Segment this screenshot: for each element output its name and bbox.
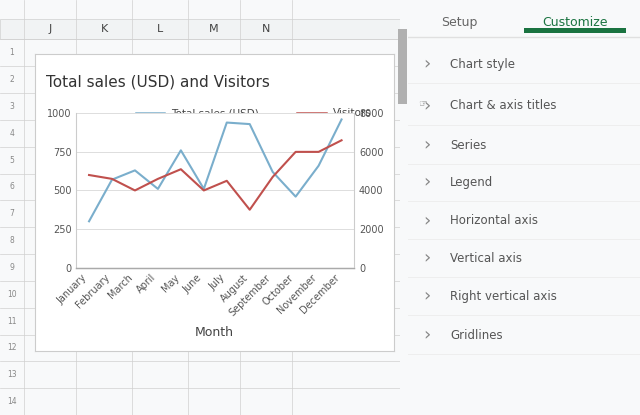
- Text: ›: ›: [423, 97, 431, 115]
- Total sales (USD): [131, 168, 139, 173]
- Text: 14: 14: [7, 397, 17, 406]
- Text: ›: ›: [423, 212, 431, 230]
- Text: ›: ›: [423, 173, 431, 192]
- Text: 9: 9: [10, 263, 15, 272]
- Text: K: K: [100, 24, 108, 34]
- Total sales (USD): [177, 148, 185, 153]
- Text: Gridlines: Gridlines: [450, 329, 502, 342]
- Text: 12: 12: [7, 344, 17, 352]
- Visitors: [154, 176, 162, 181]
- Text: Setup: Setup: [441, 16, 477, 29]
- Total sales (USD): [154, 186, 162, 191]
- Text: 8: 8: [10, 236, 14, 245]
- Text: Horizontal axis: Horizontal axis: [450, 214, 538, 227]
- Text: 4: 4: [10, 129, 15, 138]
- Bar: [398, 29, 407, 104]
- Text: Right vertical axis: Right vertical axis: [450, 290, 557, 303]
- Text: Chart style: Chart style: [450, 58, 515, 71]
- Text: N: N: [262, 24, 270, 34]
- Total sales (USD): [85, 219, 93, 224]
- Text: 6: 6: [10, 183, 15, 191]
- Text: Chart & axis titles: Chart & axis titles: [450, 99, 557, 112]
- Visitors: [269, 174, 276, 179]
- Visitors: [223, 178, 230, 183]
- Text: 1: 1: [10, 48, 14, 57]
- Text: 10: 10: [7, 290, 17, 299]
- Text: Month: Month: [195, 326, 234, 339]
- Text: ›: ›: [423, 55, 431, 73]
- Text: Customize: Customize: [542, 16, 608, 29]
- Total sales (USD): [269, 169, 276, 174]
- Total sales (USD): [223, 120, 230, 125]
- Visitors: [131, 188, 139, 193]
- Text: ›: ›: [423, 326, 431, 344]
- Total sales (USD): [315, 163, 323, 168]
- Text: L: L: [157, 24, 163, 34]
- Visitors: [246, 207, 253, 212]
- Text: ›: ›: [423, 136, 431, 154]
- Text: ›: ›: [423, 288, 431, 306]
- Text: 3: 3: [10, 102, 15, 111]
- Visitors: [108, 176, 116, 181]
- Text: 11: 11: [7, 317, 17, 326]
- Text: 5: 5: [10, 156, 15, 165]
- Text: Series: Series: [450, 139, 486, 152]
- Text: ›: ›: [423, 249, 431, 267]
- Text: Visitors: Visitors: [333, 108, 371, 118]
- Text: Total sales (USD) and Visitors: Total sales (USD) and Visitors: [46, 75, 270, 90]
- Total sales (USD): [292, 194, 300, 199]
- Text: 7: 7: [10, 209, 15, 218]
- Visitors: [315, 149, 323, 154]
- Total sales (USD): [108, 177, 116, 182]
- Text: Legend: Legend: [450, 176, 493, 189]
- Visitors: [200, 188, 207, 193]
- Text: 2: 2: [10, 75, 14, 84]
- Text: M: M: [209, 24, 219, 34]
- Total sales (USD): [246, 122, 253, 127]
- Visitors: [338, 138, 346, 143]
- Text: ☞: ☞: [418, 99, 427, 109]
- Total sales (USD): [200, 186, 207, 191]
- Text: 13: 13: [7, 370, 17, 379]
- Text: Total sales (USD): Total sales (USD): [172, 108, 259, 118]
- Visitors: [292, 149, 300, 154]
- Bar: [524, 28, 626, 33]
- Text: J: J: [49, 24, 52, 34]
- Total sales (USD): [338, 117, 346, 122]
- Line: Visitors: Visitors: [89, 140, 342, 210]
- Visitors: [85, 173, 93, 178]
- Bar: [0, 19, 400, 39]
- Text: Vertical axis: Vertical axis: [450, 251, 522, 265]
- Visitors: [177, 167, 185, 172]
- Line: Total sales (USD): Total sales (USD): [89, 120, 342, 221]
